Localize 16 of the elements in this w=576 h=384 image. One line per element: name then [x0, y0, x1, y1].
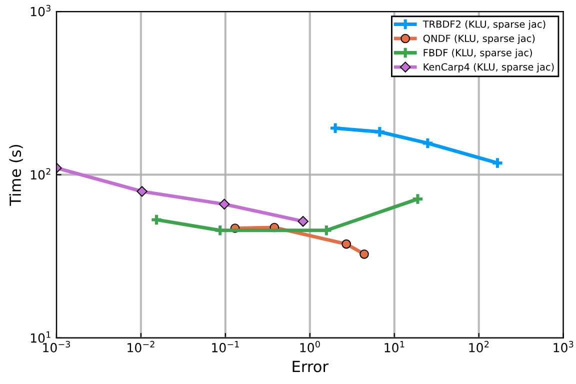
y-tick-label: 10$^{3}$ [30, 4, 50, 16]
legend-label: FBDF (KLU, sparse jac) [424, 48, 532, 58]
x-tick-label: 10$^{−2}$ [128, 340, 154, 352]
x-axis-title: Error [292, 360, 329, 372]
legend-label: KenCarp4 (KLU, sparse jac) [424, 63, 554, 72]
x-tick-label: 10$^{1}$ [384, 341, 404, 352]
y-tick-label: 10$^{2}$ [30, 168, 50, 180]
x-tick-label: 10$^{3}$ [554, 340, 574, 352]
y-axis-title: Time (s) [9, 144, 23, 206]
legend-label: QNDF (KLU, sparse jac) [423, 34, 535, 44]
y-tick-label: 10$^{1}$ [30, 331, 50, 343]
x-tick-label: 10$^{2}$ [469, 340, 489, 352]
x-tick-label: 10$^{−1}$ [212, 341, 239, 352]
x-tick-label: 10$^{−3}$ [43, 340, 70, 352]
legend-label: TRBDF2 (KLU, sparse jac) [422, 20, 546, 30]
x-tick-label: 10$^{0}$ [300, 340, 320, 352]
